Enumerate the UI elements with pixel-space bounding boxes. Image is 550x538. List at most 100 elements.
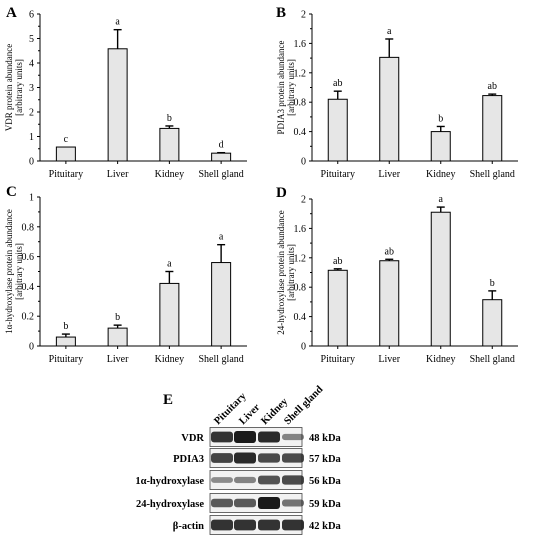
- y-tick-label: 3: [29, 83, 34, 94]
- blot-band: [282, 433, 304, 441]
- significance-label: ab: [385, 246, 394, 257]
- blot-kda-label: 42 kDa: [309, 521, 342, 532]
- x-category-label: Liver: [378, 169, 400, 180]
- y-tick-label: 2: [301, 195, 306, 206]
- blot-row-label: 24-hydroxylase: [136, 499, 204, 510]
- y-tick-label: 0.4: [294, 127, 307, 138]
- significance-label: c: [64, 134, 69, 145]
- y-tick-label: 5: [29, 34, 34, 45]
- panel-label: A: [6, 5, 17, 21]
- significance-label: ab: [488, 81, 497, 92]
- blot-band: [282, 519, 304, 531]
- x-category-label: Shell gland: [470, 354, 515, 365]
- y-tick-label: 1.2: [294, 253, 307, 264]
- panel-label: E: [163, 392, 173, 408]
- bar: [107, 48, 128, 162]
- y-axis-label: 24-hydroxylase protein abundance[arbitra…: [276, 210, 296, 334]
- blot-row-label: VDR: [181, 433, 204, 444]
- x-category-label: Shell gland: [198, 354, 243, 365]
- x-category-label: Pituitary: [321, 169, 355, 180]
- blot-band: [258, 519, 280, 531]
- blot-band: [282, 475, 304, 485]
- y-tick-label: 0: [301, 342, 306, 353]
- blot-band: [234, 476, 256, 484]
- y-tick-label: 0.8: [294, 283, 307, 294]
- significance-label: d: [219, 140, 224, 151]
- blot-band: [211, 519, 233, 531]
- blot-band: [211, 431, 233, 443]
- panel-label: C: [6, 184, 17, 200]
- y-tick-label: 6: [29, 10, 34, 21]
- y-tick-label: 0: [29, 342, 34, 353]
- significance-label: b: [63, 321, 68, 332]
- y-tick-label: 1: [29, 193, 34, 204]
- blot-band: [282, 453, 304, 463]
- significance-label: b: [115, 312, 120, 323]
- blot-band: [258, 453, 280, 463]
- chart-panel-a: A 0 1 2 3 4 5 6 VDR protein abundance[arbitrary …: [4, 5, 247, 180]
- blot-row-label: β-actin: [173, 521, 204, 532]
- blot-band: [282, 499, 304, 507]
- x-category-label: Liver: [378, 354, 400, 365]
- blot-band: [211, 477, 233, 483]
- y-tick-label: 2: [301, 10, 306, 21]
- y-axis-label: PDIA3 protein abundance[arbitrary units]: [276, 41, 296, 135]
- blot-band: [234, 498, 256, 508]
- x-category-label: Kidney: [155, 354, 184, 365]
- significance-label: ab: [333, 256, 342, 267]
- blot-band: [234, 452, 256, 464]
- bar: [211, 262, 232, 347]
- y-tick-label: 0.6: [22, 252, 35, 263]
- bar: [379, 260, 400, 347]
- x-category-label: Pituitary: [49, 169, 83, 180]
- bar: [159, 127, 180, 162]
- y-tick-label: 0.8: [294, 98, 307, 109]
- y-axis-label-line: VDR protein abundance: [4, 44, 14, 131]
- chart-panel-c: C 0 0.2 0.4 0.6 0.8 1 1α-hydroxylase protein ab…: [4, 184, 247, 365]
- panel-label: D: [276, 185, 287, 201]
- y-tick-label: 1.6: [294, 39, 307, 50]
- blot-band: [258, 431, 280, 443]
- y-tick-label: 4: [29, 59, 34, 70]
- y-tick-label: 0.4: [22, 282, 35, 293]
- bar: [327, 98, 348, 162]
- x-category-label: Kidney: [426, 354, 455, 365]
- significance-label: b: [167, 113, 172, 124]
- y-tick-label: 0.2: [22, 312, 35, 323]
- y-tick-label: 1.2: [294, 68, 307, 79]
- x-category-label: Pituitary: [49, 354, 83, 365]
- blot-kda-label: 56 kDa: [309, 476, 342, 487]
- y-axis-label: VDR protein abundance[arbitrary units]: [4, 44, 24, 131]
- blot-band: [234, 519, 256, 531]
- blot-kda-label: 48 kDa: [309, 433, 342, 444]
- x-category-label: Pituitary: [321, 354, 355, 365]
- bar: [482, 299, 503, 347]
- blot-band: [234, 431, 256, 443]
- x-category-label: Liver: [107, 169, 129, 180]
- x-category-label: Shell gland: [198, 169, 243, 180]
- chart-panel-d: D 0 0.4 0.8 1.2 1.6 2 24-hydroxylase protein ab…: [276, 185, 518, 365]
- bar: [107, 327, 128, 347]
- significance-label: a: [219, 232, 224, 243]
- y-tick-label: 2: [29, 108, 34, 119]
- bar: [430, 211, 451, 347]
- bar: [211, 152, 232, 162]
- bar: [55, 336, 76, 347]
- x-category-label: Kidney: [155, 169, 184, 180]
- significance-label: ab: [333, 78, 342, 89]
- x-category-label: Kidney: [426, 169, 455, 180]
- significance-label: a: [167, 259, 172, 270]
- y-axis-label-line: [arbitrary units]: [286, 244, 296, 301]
- x-category-label: Shell gland: [470, 169, 515, 180]
- blot-band: [258, 497, 280, 509]
- y-axis-label-line: [arbitrary units]: [14, 243, 24, 300]
- chart-panel-b: B 0 0.4 0.8 1.2 1.6 2 PDIA3 protein abundance[a…: [276, 5, 518, 180]
- y-tick-label: 0: [301, 157, 306, 168]
- bar: [482, 95, 503, 162]
- y-tick-label: 0.8: [22, 222, 35, 233]
- y-axis-label-line: 24-hydroxylase protein abundance: [276, 210, 286, 334]
- significance-label: a: [115, 17, 120, 28]
- blot-band: [211, 453, 233, 463]
